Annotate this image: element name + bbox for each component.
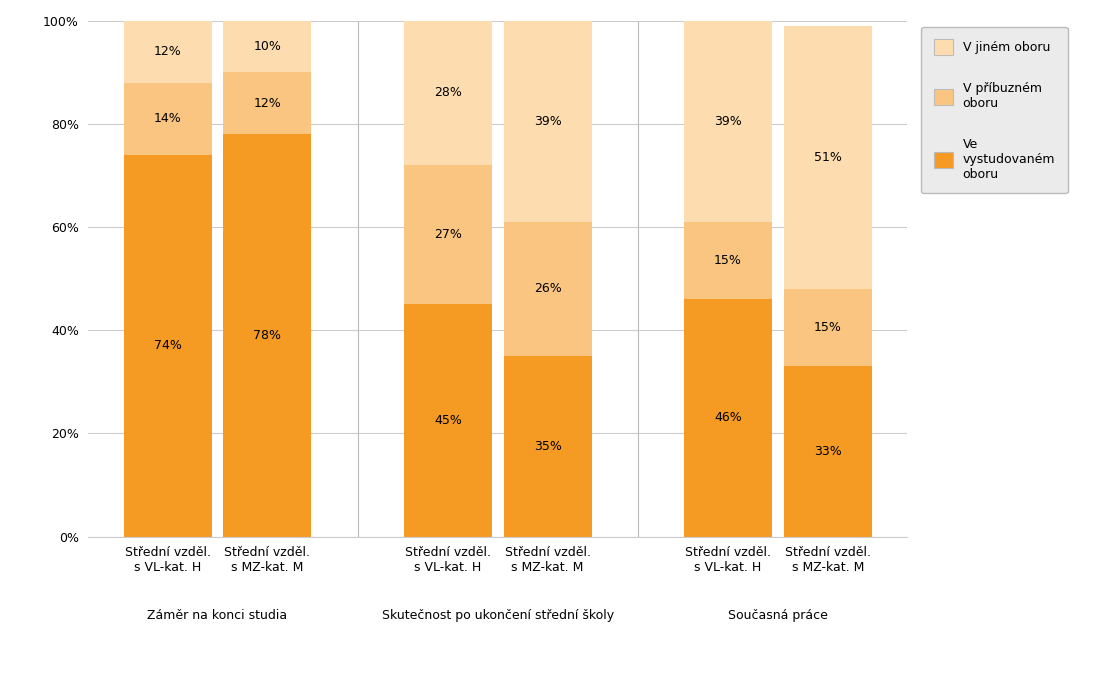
Text: 74%: 74% [154, 339, 181, 352]
Text: Záměr na konci studia: Záměr na konci studia [147, 609, 288, 622]
Bar [404, 304, 492, 537]
Text: 12%: 12% [253, 97, 281, 109]
Text: 51%: 51% [814, 151, 842, 164]
Text: 33%: 33% [814, 445, 842, 458]
Text: 15%: 15% [714, 254, 742, 267]
Text: 10%: 10% [253, 40, 281, 53]
Text: 45%: 45% [434, 414, 462, 427]
Text: 14%: 14% [154, 112, 181, 125]
Text: 35%: 35% [533, 440, 562, 453]
Bar [223, 72, 312, 134]
Bar [404, 165, 492, 304]
Bar [124, 21, 211, 83]
Bar [684, 299, 772, 537]
Bar [784, 289, 872, 366]
Text: 26%: 26% [534, 283, 562, 295]
Bar [404, 21, 492, 165]
Bar [784, 25, 872, 289]
Text: 39%: 39% [534, 115, 562, 128]
Text: 27%: 27% [434, 228, 462, 241]
Bar [223, 134, 312, 537]
Bar [503, 222, 592, 356]
Bar [684, 222, 772, 299]
Text: 78%: 78% [253, 329, 281, 342]
Text: 12%: 12% [154, 45, 181, 58]
Bar [124, 83, 211, 155]
Bar [503, 356, 592, 537]
Bar [124, 155, 211, 537]
Text: 39%: 39% [714, 115, 742, 128]
Text: Současná práce: Současná práce [728, 609, 827, 622]
Bar [503, 21, 592, 222]
Bar [784, 366, 872, 537]
Bar [684, 21, 772, 222]
Text: Skutečnost po ukončení střední školy: Skutečnost po ukončení střední školy [382, 609, 614, 622]
Text: 15%: 15% [814, 321, 842, 334]
Bar [223, 21, 312, 72]
Text: 46%: 46% [714, 411, 742, 424]
Legend: V jiném oboru, V příbuzném
oboru, Ve
vystudovaném
oboru: V jiném oboru, V příbuzném oboru, Ve vys… [921, 27, 1067, 193]
Text: 28%: 28% [434, 87, 462, 99]
